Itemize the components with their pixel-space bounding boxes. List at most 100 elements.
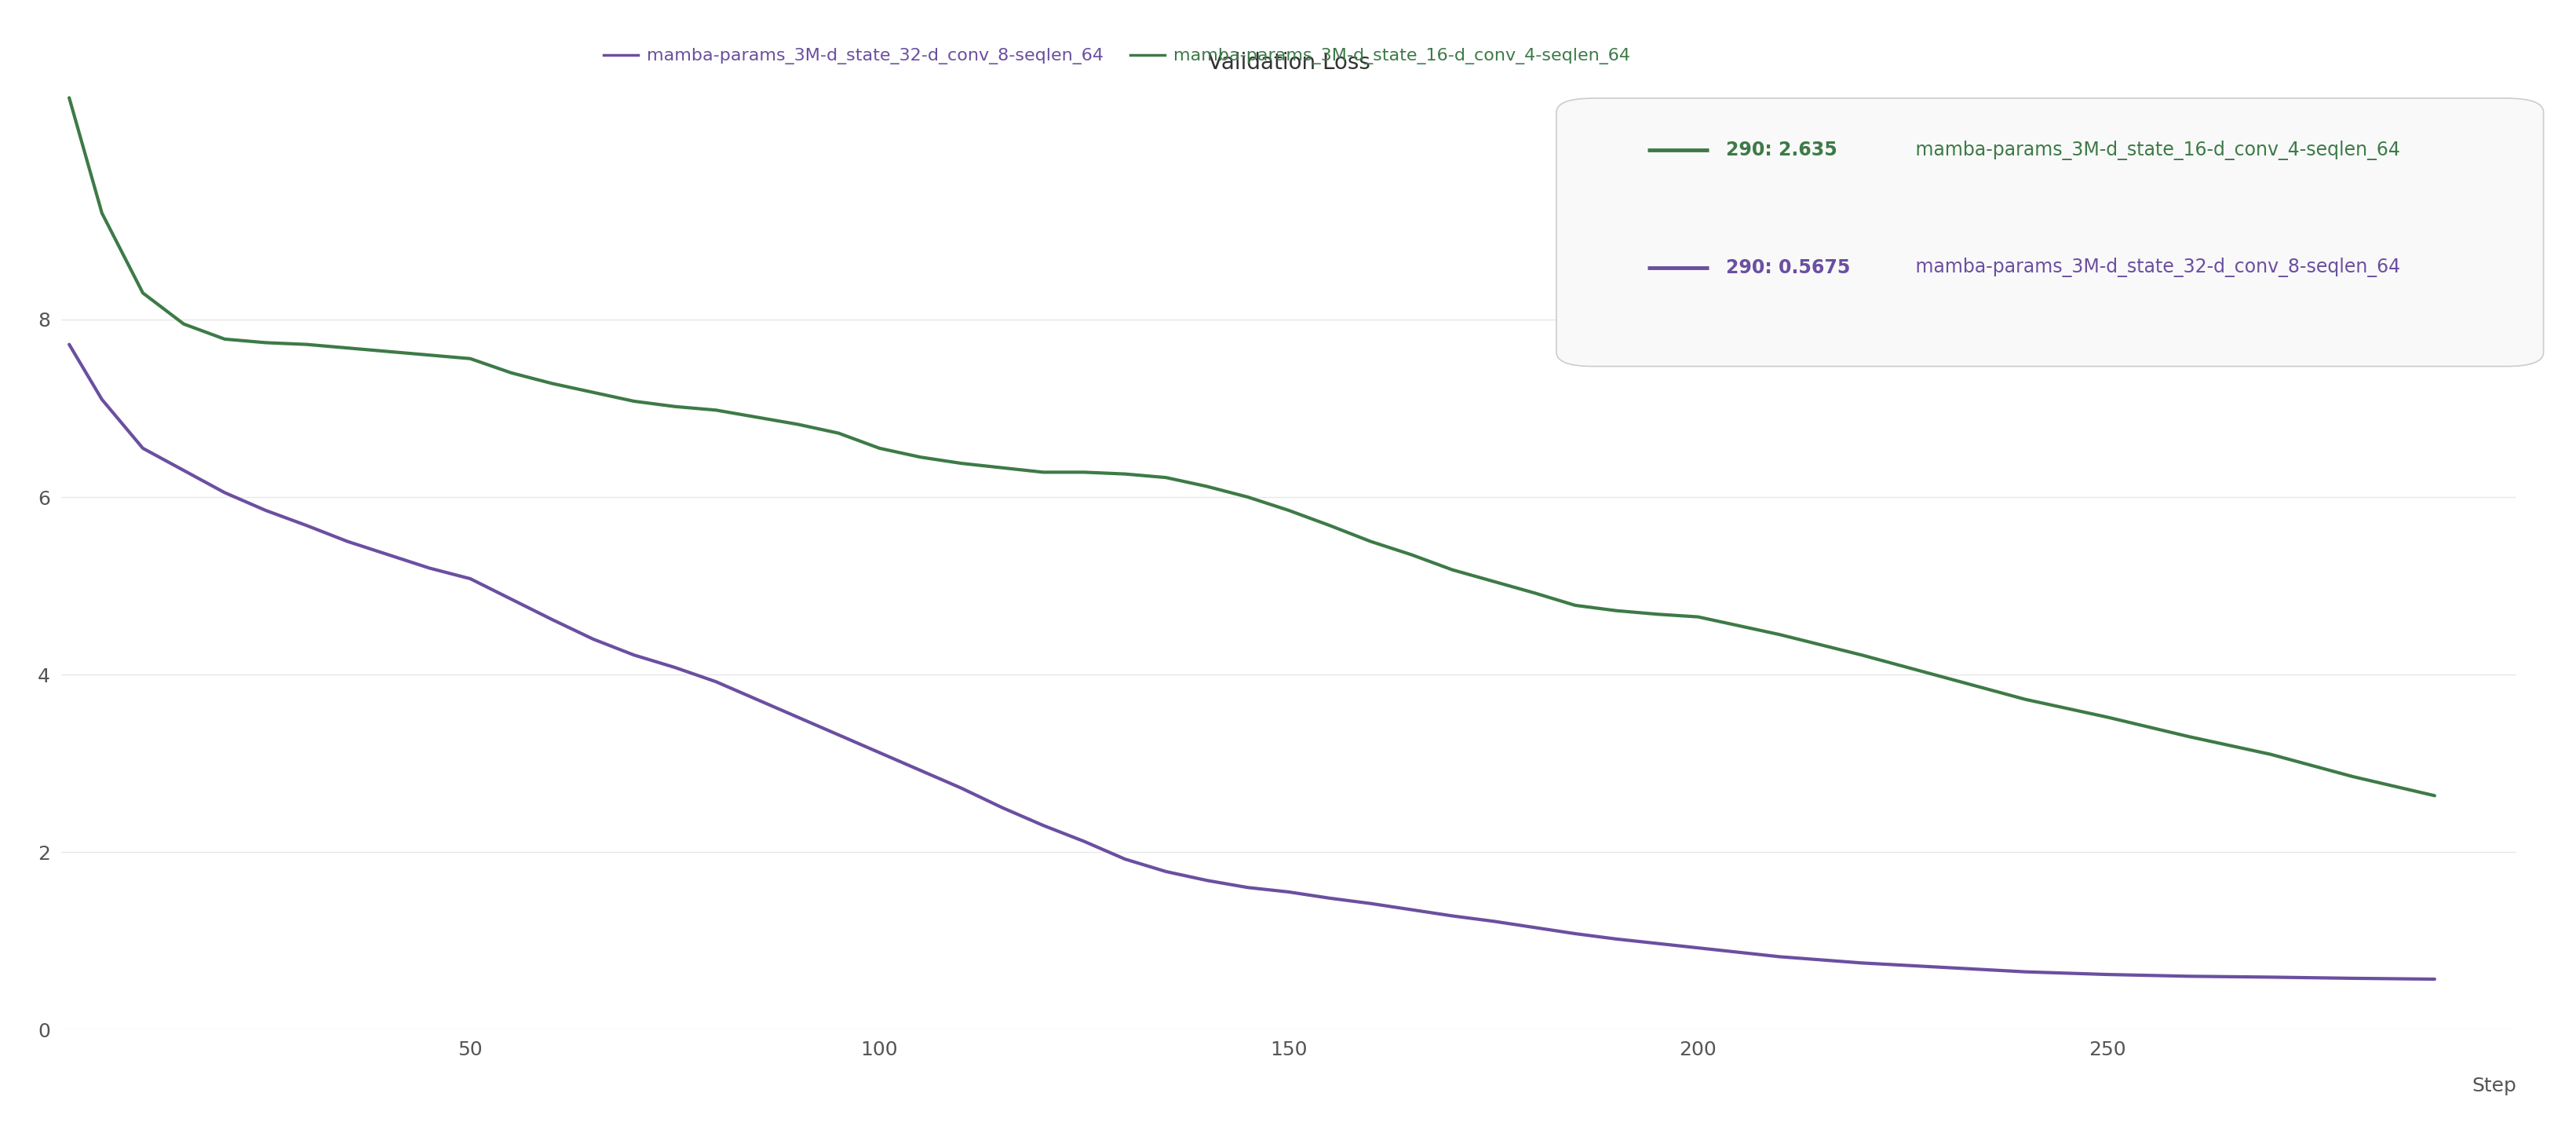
mamba-params_3M-d_state_16-d_conv_4-seqlen_64 bbox=[904, 450, 935, 464]
mamba-params_3M-d_state_32-d_conv_8-seqlen_64 bbox=[456, 572, 487, 586]
mamba-params_3M-d_state_16-d_conv_4-seqlen_64 bbox=[1437, 563, 1468, 577]
mamba-params_3M-d_state_16-d_conv_4-seqlen_64 bbox=[495, 366, 526, 379]
mamba-params_3M-d_state_32-d_conv_8-seqlen_64 bbox=[618, 649, 649, 662]
mamba-params_3M-d_state_32-d_conv_8-seqlen_64 bbox=[1151, 865, 1182, 878]
mamba-params_3M-d_state_16-d_conv_4-seqlen_64 bbox=[1028, 465, 1059, 479]
mamba-params_3M-d_state_16-d_conv_4-seqlen_64 bbox=[415, 348, 446, 361]
mamba-params_3M-d_state_16-d_conv_4-seqlen_64 bbox=[1520, 587, 1551, 600]
mamba-params_3M-d_state_32-d_conv_8-seqlen_64 bbox=[250, 503, 281, 517]
mamba-params_3M-d_state_16-d_conv_4-seqlen_64 bbox=[1600, 604, 1631, 617]
mamba-params_3M-d_state_32-d_conv_8-seqlen_64 bbox=[742, 692, 773, 706]
mamba-params_3M-d_state_16-d_conv_4-seqlen_64 bbox=[126, 286, 157, 300]
mamba-params_3M-d_state_16-d_conv_4-seqlen_64 bbox=[1927, 670, 1958, 683]
mamba-params_3M-d_state_16-d_conv_4-seqlen_64 bbox=[1479, 574, 1510, 588]
mamba-params_3M-d_state_16-d_conv_4-seqlen_64 bbox=[291, 338, 322, 351]
mamba-params_3M-d_state_32-d_conv_8-seqlen_64 bbox=[1110, 852, 1141, 866]
mamba-params_3M-d_state_16-d_conv_4-seqlen_64 bbox=[332, 341, 363, 355]
mamba-params_3M-d_state_16-d_conv_4-seqlen_64 bbox=[88, 206, 118, 220]
mamba-params_3M-d_state_16-d_conv_4-seqlen_64 bbox=[945, 456, 976, 470]
mamba-params_3M-d_state_16-d_conv_4-seqlen_64 bbox=[2174, 730, 2205, 743]
Text: 290: 0.5675: 290: 0.5675 bbox=[1726, 258, 1850, 277]
mamba-params_3M-d_state_32-d_conv_8-seqlen_64 bbox=[1561, 927, 1592, 940]
Legend: mamba-params_3M-d_state_32-d_conv_8-seqlen_64, mamba-params_3M-d_state_16-d_conv: mamba-params_3M-d_state_32-d_conv_8-seql… bbox=[598, 42, 1638, 72]
mamba-params_3M-d_state_16-d_conv_4-seqlen_64 bbox=[577, 385, 608, 399]
mamba-params_3M-d_state_32-d_conv_8-seqlen_64 bbox=[209, 485, 240, 499]
mamba-params_3M-d_state_32-d_conv_8-seqlen_64 bbox=[1314, 892, 1345, 905]
mamba-params_3M-d_state_16-d_conv_4-seqlen_64 bbox=[742, 411, 773, 425]
mamba-params_3M-d_state_32-d_conv_8-seqlen_64 bbox=[1682, 941, 1713, 955]
mamba-params_3M-d_state_32-d_conv_8-seqlen_64 bbox=[88, 393, 118, 406]
Text: mamba-params_3M-d_state_32-d_conv_8-seqlen_64: mamba-params_3M-d_state_32-d_conv_8-seql… bbox=[1909, 258, 2401, 277]
mamba-params_3M-d_state_32-d_conv_8-seqlen_64 bbox=[577, 633, 608, 646]
mamba-params_3M-d_state_16-d_conv_4-seqlen_64 bbox=[167, 318, 198, 331]
mamba-params_3M-d_state_32-d_conv_8-seqlen_64 bbox=[2257, 971, 2287, 984]
mamba-params_3M-d_state_32-d_conv_8-seqlen_64 bbox=[126, 441, 157, 455]
mamba-params_3M-d_state_16-d_conv_4-seqlen_64 bbox=[2092, 711, 2123, 724]
mamba-params_3M-d_state_32-d_conv_8-seqlen_64 bbox=[659, 661, 690, 674]
mamba-params_3M-d_state_16-d_conv_4-seqlen_64 bbox=[659, 400, 690, 413]
mamba-params_3M-d_state_32-d_conv_8-seqlen_64 bbox=[2174, 969, 2205, 983]
mamba-params_3M-d_state_16-d_conv_4-seqlen_64 bbox=[1561, 599, 1592, 613]
mamba-params_3M-d_state_16-d_conv_4-seqlen_64 bbox=[987, 461, 1018, 474]
mamba-params_3M-d_state_16-d_conv_4-seqlen_64 bbox=[536, 377, 567, 391]
Title: Validation Loss: Validation Loss bbox=[1208, 52, 1370, 74]
mamba-params_3M-d_state_16-d_conv_4-seqlen_64 bbox=[374, 345, 404, 358]
mamba-params_3M-d_state_32-d_conv_8-seqlen_64 bbox=[1273, 885, 1303, 899]
mamba-params_3M-d_state_16-d_conv_4-seqlen_64 bbox=[824, 427, 855, 440]
mamba-params_3M-d_state_16-d_conv_4-seqlen_64 bbox=[1314, 519, 1345, 533]
mamba-params_3M-d_state_32-d_conv_8-seqlen_64 bbox=[783, 711, 814, 724]
mamba-params_3M-d_state_16-d_conv_4-seqlen_64 bbox=[783, 418, 814, 431]
mamba-params_3M-d_state_32-d_conv_8-seqlen_64 bbox=[1069, 834, 1100, 848]
mamba-params_3M-d_state_32-d_conv_8-seqlen_64 bbox=[167, 464, 198, 477]
mamba-params_3M-d_state_16-d_conv_4-seqlen_64 bbox=[1682, 610, 1713, 624]
mamba-params_3M-d_state_32-d_conv_8-seqlen_64 bbox=[495, 592, 526, 606]
mamba-params_3M-d_state_16-d_conv_4-seqlen_64 bbox=[1273, 503, 1303, 517]
mamba-params_3M-d_state_32-d_conv_8-seqlen_64 bbox=[904, 763, 935, 777]
mamba-params_3M-d_state_16-d_conv_4-seqlen_64 bbox=[54, 91, 85, 105]
mamba-params_3M-d_state_16-d_conv_4-seqlen_64 bbox=[1110, 467, 1141, 481]
mamba-params_3M-d_state_32-d_conv_8-seqlen_64 bbox=[1847, 956, 1878, 969]
mamba-params_3M-d_state_32-d_conv_8-seqlen_64 bbox=[54, 338, 85, 351]
Line: mamba-params_3M-d_state_32-d_conv_8-seqlen_64: mamba-params_3M-d_state_32-d_conv_8-seql… bbox=[70, 345, 2434, 980]
mamba-params_3M-d_state_32-d_conv_8-seqlen_64 bbox=[701, 674, 732, 688]
mamba-params_3M-d_state_16-d_conv_4-seqlen_64 bbox=[1231, 490, 1262, 503]
mamba-params_3M-d_state_32-d_conv_8-seqlen_64 bbox=[1927, 960, 1958, 974]
Text: Step: Step bbox=[2473, 1076, 2517, 1096]
mamba-params_3M-d_state_32-d_conv_8-seqlen_64 bbox=[1193, 874, 1224, 887]
mamba-params_3M-d_state_32-d_conv_8-seqlen_64 bbox=[1437, 909, 1468, 922]
mamba-params_3M-d_state_32-d_conv_8-seqlen_64 bbox=[536, 613, 567, 626]
mamba-params_3M-d_state_32-d_conv_8-seqlen_64 bbox=[415, 561, 446, 574]
mamba-params_3M-d_state_32-d_conv_8-seqlen_64 bbox=[945, 781, 976, 795]
mamba-params_3M-d_state_16-d_conv_4-seqlen_64 bbox=[1641, 607, 1672, 620]
FancyBboxPatch shape bbox=[1556, 98, 2543, 366]
mamba-params_3M-d_state_16-d_conv_4-seqlen_64 bbox=[1069, 465, 1100, 479]
mamba-params_3M-d_state_32-d_conv_8-seqlen_64 bbox=[2419, 973, 2450, 986]
mamba-params_3M-d_state_16-d_conv_4-seqlen_64 bbox=[1193, 480, 1224, 493]
mamba-params_3M-d_state_32-d_conv_8-seqlen_64 bbox=[1641, 937, 1672, 950]
mamba-params_3M-d_state_32-d_conv_8-seqlen_64 bbox=[1355, 896, 1386, 910]
mamba-params_3M-d_state_32-d_conv_8-seqlen_64 bbox=[1028, 819, 1059, 832]
mamba-params_3M-d_state_16-d_conv_4-seqlen_64 bbox=[456, 351, 487, 365]
mamba-params_3M-d_state_16-d_conv_4-seqlen_64 bbox=[1765, 628, 1795, 642]
Line: mamba-params_3M-d_state_16-d_conv_4-seqlen_64: mamba-params_3M-d_state_16-d_conv_4-seql… bbox=[70, 98, 2434, 796]
mamba-params_3M-d_state_16-d_conv_4-seqlen_64 bbox=[2419, 789, 2450, 803]
mamba-params_3M-d_state_16-d_conv_4-seqlen_64 bbox=[2009, 692, 2040, 706]
mamba-params_3M-d_state_16-d_conv_4-seqlen_64 bbox=[1396, 548, 1427, 562]
Text: mamba-params_3M-d_state_16-d_conv_4-seqlen_64: mamba-params_3M-d_state_16-d_conv_4-seql… bbox=[1909, 140, 2401, 160]
mamba-params_3M-d_state_32-d_conv_8-seqlen_64 bbox=[987, 801, 1018, 814]
mamba-params_3M-d_state_32-d_conv_8-seqlen_64 bbox=[291, 519, 322, 533]
mamba-params_3M-d_state_16-d_conv_4-seqlen_64 bbox=[863, 441, 894, 455]
mamba-params_3M-d_state_16-d_conv_4-seqlen_64 bbox=[1355, 535, 1386, 548]
mamba-params_3M-d_state_32-d_conv_8-seqlen_64 bbox=[332, 535, 363, 548]
mamba-params_3M-d_state_32-d_conv_8-seqlen_64 bbox=[1600, 932, 1631, 946]
mamba-params_3M-d_state_32-d_conv_8-seqlen_64 bbox=[2336, 972, 2367, 985]
mamba-params_3M-d_state_32-d_conv_8-seqlen_64 bbox=[863, 745, 894, 759]
mamba-params_3M-d_state_16-d_conv_4-seqlen_64 bbox=[209, 332, 240, 346]
mamba-params_3M-d_state_16-d_conv_4-seqlen_64 bbox=[250, 336, 281, 349]
mamba-params_3M-d_state_16-d_conv_4-seqlen_64 bbox=[2257, 748, 2287, 761]
mamba-params_3M-d_state_16-d_conv_4-seqlen_64 bbox=[2336, 770, 2367, 784]
mamba-params_3M-d_state_16-d_conv_4-seqlen_64 bbox=[1847, 649, 1878, 662]
mamba-params_3M-d_state_32-d_conv_8-seqlen_64 bbox=[2009, 965, 2040, 978]
Text: 290: 2.635: 290: 2.635 bbox=[1726, 141, 1837, 160]
mamba-params_3M-d_state_32-d_conv_8-seqlen_64 bbox=[1765, 950, 1795, 964]
